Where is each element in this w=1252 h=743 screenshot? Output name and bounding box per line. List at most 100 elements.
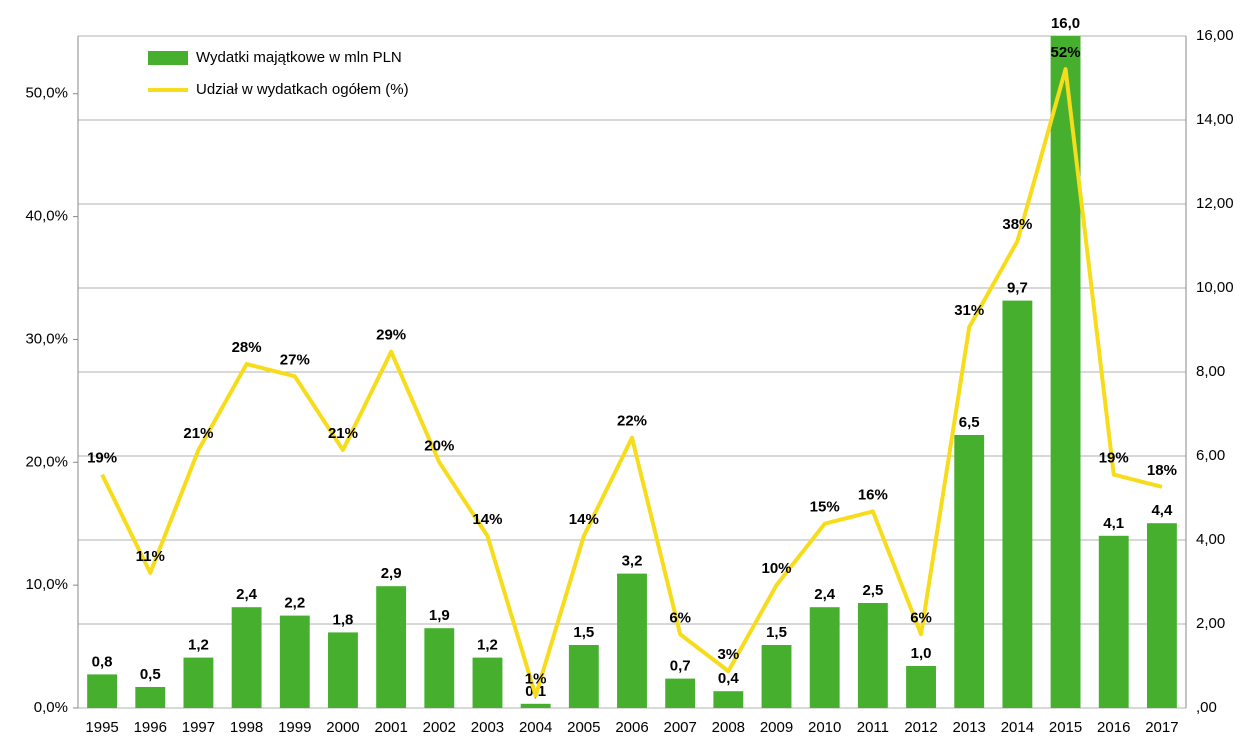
x-tick-label: 2015 — [1049, 719, 1082, 736]
line-label: 3% — [718, 646, 740, 663]
line-label: 14% — [569, 511, 599, 528]
bar-label: 2,2 — [284, 595, 305, 612]
line-label: 29% — [376, 327, 406, 344]
bar-label: 1,2 — [188, 637, 209, 654]
y-tick-label: 40,0% — [25, 208, 68, 225]
bar — [424, 628, 455, 708]
bar-label: 1,9 — [429, 607, 450, 624]
y2-tick-label: ,00 — [1196, 699, 1217, 716]
bar-label: 3,2 — [622, 553, 643, 570]
line-label: 19% — [1099, 450, 1129, 467]
y-tick-label: 50,0% — [25, 85, 68, 102]
line-label: 27% — [280, 351, 310, 368]
x-tick-label: 2000 — [326, 719, 359, 736]
legend-label: Udział w wydatkach ogółem (%) — [196, 81, 409, 98]
bar-label: 2,5 — [862, 582, 883, 599]
x-tick-label: 2008 — [712, 719, 745, 736]
y-tick-label: 30,0% — [25, 330, 68, 347]
x-tick-label: 2005 — [567, 719, 600, 736]
line — [100, 67, 1163, 698]
line-label: 16% — [858, 486, 888, 503]
bar — [183, 657, 214, 708]
y-tick-label: 20,0% — [25, 453, 68, 470]
line-label: 6% — [669, 609, 691, 626]
x-tick-label: 1998 — [230, 719, 263, 736]
bar-label: 9,7 — [1007, 280, 1028, 297]
y2-tick-label: 14,00 — [1196, 111, 1234, 128]
x-tick-label: 1999 — [278, 719, 311, 736]
line-label: 52% — [1051, 44, 1081, 61]
bar-label: 2,4 — [236, 586, 258, 603]
y2-tick-label: 16,00 — [1196, 27, 1234, 44]
bar-label: 1,0 — [911, 645, 932, 662]
bar — [617, 573, 647, 708]
bar — [135, 687, 166, 708]
line-label: 21% — [183, 425, 213, 442]
bar — [906, 666, 936, 708]
line-label: 21% — [328, 425, 358, 442]
legend-swatch — [148, 51, 188, 65]
bar — [279, 615, 310, 708]
y2-tick-label: 4,00 — [1196, 531, 1225, 548]
x-tick-label: 2011 — [857, 719, 889, 736]
bar-label: 0,8 — [92, 653, 113, 670]
y2-tick-label: 8,00 — [1196, 363, 1225, 380]
line-label: 38% — [1002, 216, 1032, 233]
bar-label: 0,4 — [718, 670, 740, 687]
x-tick-label: 2004 — [519, 719, 552, 736]
y2-tick-label: 2,00 — [1196, 615, 1225, 632]
x-tick-label: 2002 — [423, 719, 456, 736]
line-label: 11% — [136, 548, 165, 565]
bar — [761, 645, 792, 708]
bar — [857, 603, 888, 708]
legend-label: Wydatki majątkowe w mln PLN — [196, 49, 402, 66]
bar — [809, 607, 840, 708]
bar — [954, 435, 985, 708]
x-tick-label: 2001 — [374, 719, 407, 736]
line-label: 6% — [910, 609, 932, 626]
x-tick-label: 2010 — [808, 719, 841, 736]
bar-label: 6,5 — [959, 414, 980, 431]
bar — [472, 657, 503, 708]
bar — [1002, 300, 1033, 708]
line-label: 18% — [1147, 462, 1177, 479]
bar-label: 0,5 — [140, 666, 161, 683]
line-label: 22% — [617, 413, 647, 430]
x-tick-label: 1997 — [182, 719, 215, 736]
y-tick-label: 10,0% — [25, 576, 68, 593]
x-tick-label: 1996 — [134, 719, 167, 736]
y2-tick-label: 12,00 — [1196, 195, 1234, 212]
bar — [520, 703, 551, 708]
bar — [376, 586, 407, 708]
bar-label: 2,9 — [381, 565, 402, 582]
line-label: 1% — [525, 671, 547, 688]
bar-label: 16,0 — [1051, 15, 1080, 32]
bar-label: 0,7 — [670, 658, 691, 675]
x-tick-label: 2017 — [1145, 719, 1178, 736]
line-label: 31% — [954, 302, 984, 319]
line-label: 15% — [810, 499, 840, 516]
bar-label: 1,8 — [333, 611, 354, 628]
x-tick-label: 2012 — [904, 719, 937, 736]
y2-tick-label: 10,00 — [1196, 279, 1234, 296]
y2-tick-label: 6,00 — [1196, 447, 1225, 464]
bar-label: 2,4 — [814, 586, 836, 603]
bar — [87, 674, 118, 708]
x-tick-label: 2006 — [615, 719, 648, 736]
bar-label: 1,5 — [573, 624, 594, 641]
x-tick-label: 2009 — [760, 719, 793, 736]
x-tick-label: 2003 — [471, 719, 504, 736]
bar — [1146, 523, 1177, 708]
bar — [1050, 36, 1081, 708]
bar — [1098, 535, 1129, 708]
line-label: 20% — [424, 437, 454, 454]
bar — [665, 678, 696, 708]
line-label: 10% — [762, 560, 792, 577]
line-label: 14% — [472, 511, 502, 528]
bar-label: 1,2 — [477, 637, 498, 654]
x-tick-label: 1995 — [85, 719, 118, 736]
bar — [328, 632, 358, 708]
bar-label: 4,1 — [1103, 515, 1124, 532]
line-label: 28% — [232, 339, 262, 356]
x-tick-label: 2007 — [663, 719, 696, 736]
